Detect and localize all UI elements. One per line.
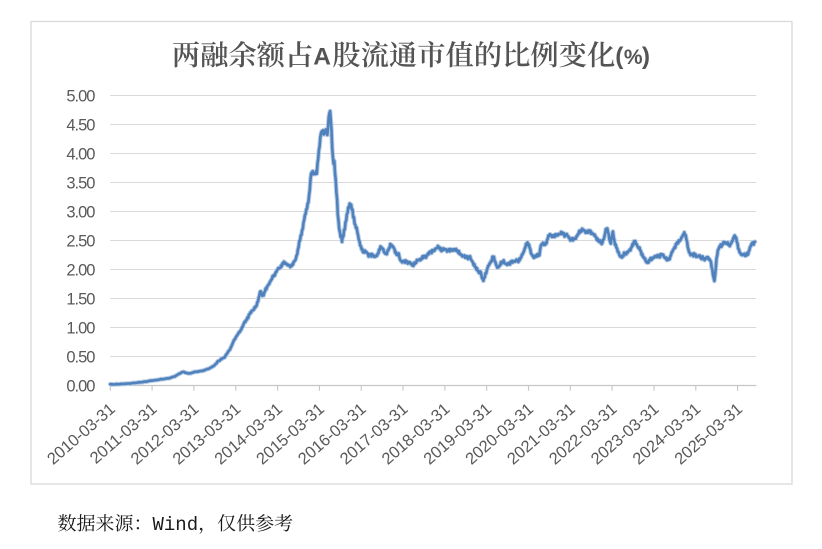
- svg-text:2.50: 2.50: [66, 233, 95, 251]
- svg-text:3.00: 3.00: [66, 204, 95, 222]
- svg-text:4.00: 4.00: [66, 146, 95, 164]
- svg-text:A: A: [313, 44, 331, 71]
- svg-text:1.00: 1.00: [66, 320, 95, 338]
- svg-text:5.00: 5.00: [66, 88, 95, 106]
- svg-text:(): (): [615, 43, 668, 70]
- svg-text:Wind: Wind: [153, 514, 199, 536]
- svg-text:2.00: 2.00: [66, 262, 95, 280]
- svg-text:1.50: 1.50: [66, 291, 95, 309]
- svg-text:4.50: 4.50: [66, 117, 95, 135]
- svg-text:3.50: 3.50: [66, 175, 95, 193]
- svg-text:%: %: [624, 46, 643, 69]
- svg-text:0.50: 0.50: [66, 349, 95, 367]
- svg-text:0.00: 0.00: [66, 378, 95, 396]
